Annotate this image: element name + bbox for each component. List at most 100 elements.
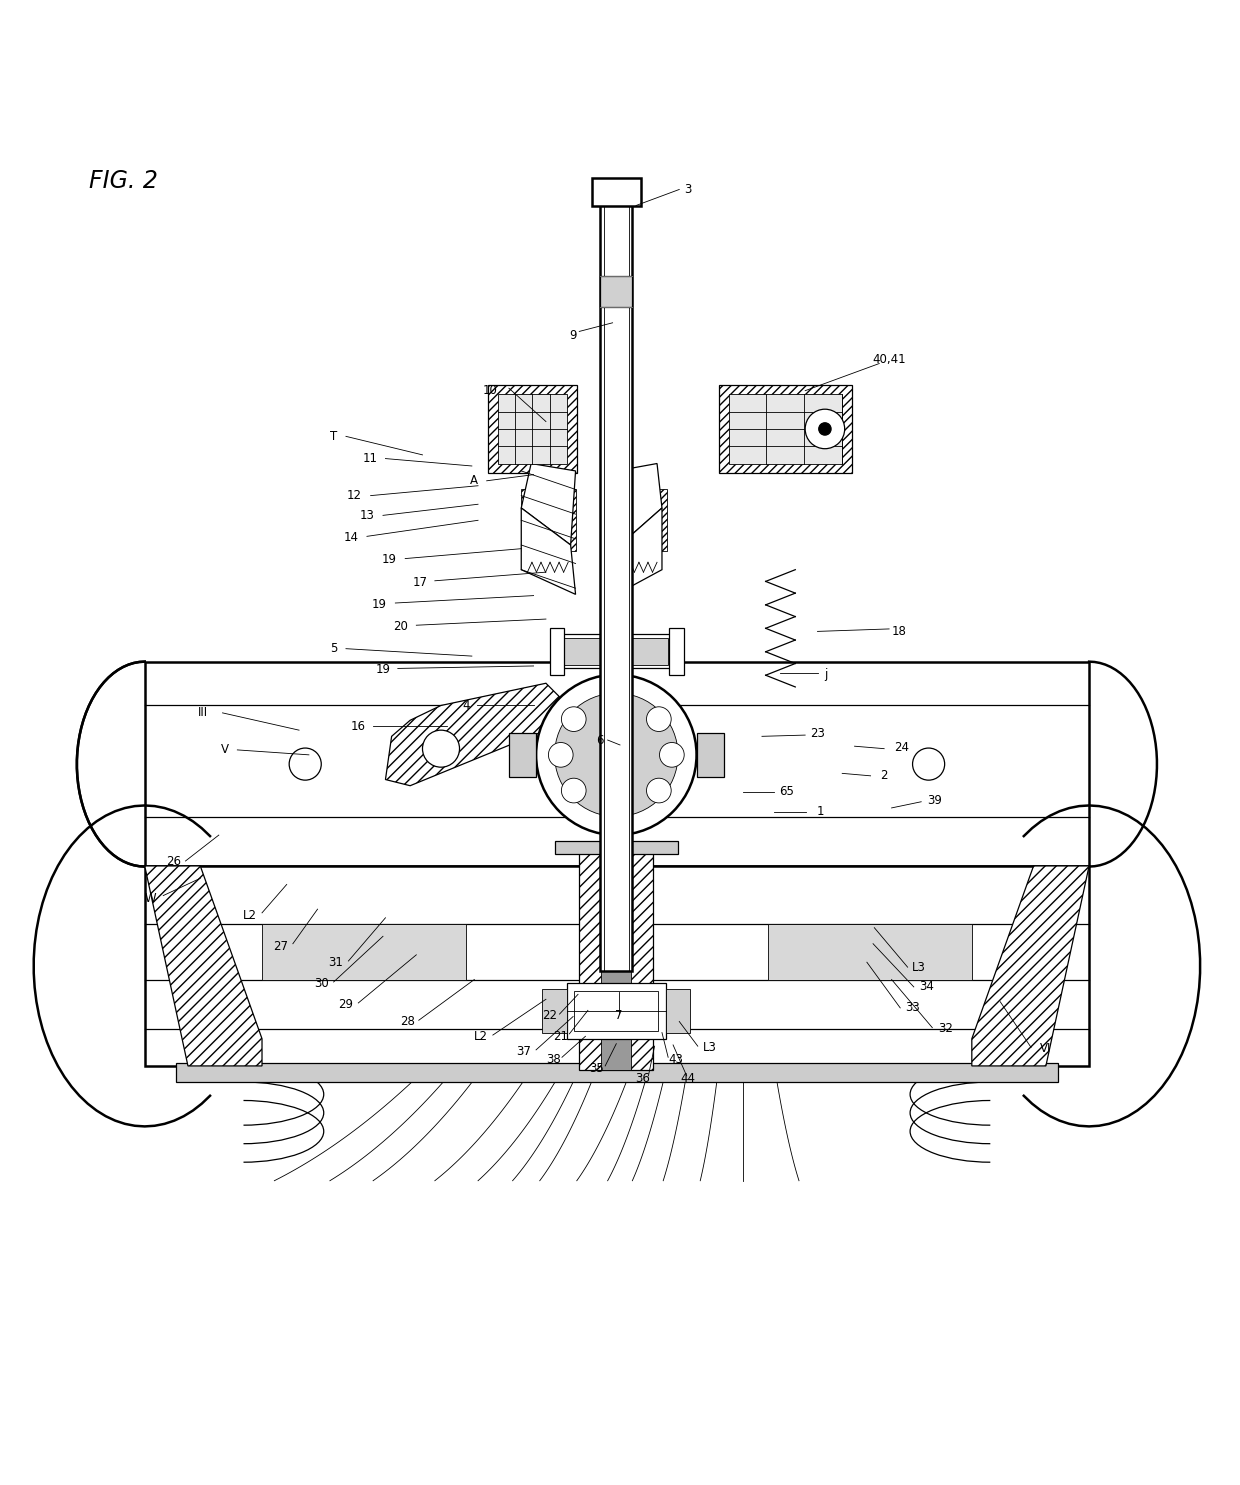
Bar [600, 276, 632, 307]
Text: L2: L2 [474, 1029, 487, 1042]
Bar [145, 817, 1089, 866]
Text: 23: 23 [810, 728, 825, 741]
Text: 33: 33 [905, 1001, 920, 1014]
Text: 35: 35 [589, 1062, 604, 1075]
Circle shape [805, 410, 844, 448]
Text: 11: 11 [363, 451, 378, 465]
Polygon shape [616, 463, 662, 545]
Bar [600, 190, 632, 971]
Text: 20: 20 [393, 619, 408, 633]
Bar [542, 989, 567, 1032]
Bar [497, 395, 567, 463]
Text: 2: 2 [880, 769, 888, 783]
Text: 22: 22 [542, 1008, 557, 1022]
Circle shape [646, 778, 671, 803]
Text: L3: L3 [911, 961, 926, 974]
Bar [145, 705, 262, 817]
Text: 13: 13 [360, 509, 374, 521]
Bar [487, 385, 577, 474]
Text: 43: 43 [668, 1053, 683, 1066]
Bar [567, 983, 666, 1040]
Polygon shape [972, 866, 1089, 1066]
Bar [972, 705, 1089, 817]
Bar [145, 662, 1089, 705]
Bar [508, 732, 536, 777]
Text: 7: 7 [615, 1008, 622, 1022]
Text: 5: 5 [330, 642, 337, 655]
Text: 19: 19 [382, 554, 397, 566]
Text: 18: 18 [892, 625, 906, 639]
Text: 26: 26 [166, 854, 181, 867]
Bar [719, 385, 852, 474]
Circle shape [536, 674, 697, 835]
Text: 38: 38 [546, 1053, 560, 1066]
Text: 19: 19 [372, 598, 387, 610]
Circle shape [289, 748, 321, 780]
Text: 65: 65 [779, 786, 794, 799]
Text: 39: 39 [928, 794, 942, 806]
Bar [601, 848, 631, 1069]
Text: III: III [197, 707, 208, 719]
Bar [591, 178, 641, 205]
Text: 19: 19 [376, 664, 391, 676]
Text: 4: 4 [463, 699, 470, 711]
Text: A: A [470, 474, 479, 487]
Circle shape [818, 423, 831, 435]
Text: 30: 30 [314, 977, 329, 989]
Bar [697, 732, 724, 777]
Text: 6: 6 [596, 734, 604, 747]
Bar [176, 1063, 1058, 1083]
Text: j: j [825, 668, 828, 682]
Text: 17: 17 [413, 576, 428, 588]
Text: 37: 37 [516, 1044, 531, 1057]
Text: V: V [221, 744, 229, 756]
Circle shape [562, 778, 587, 803]
Polygon shape [145, 866, 262, 1066]
Circle shape [548, 742, 573, 768]
Bar [564, 637, 668, 665]
Bar [579, 848, 653, 1069]
Circle shape [660, 742, 684, 768]
Bar [521, 490, 575, 551]
Text: 40,41: 40,41 [872, 353, 906, 367]
Text: 29: 29 [339, 998, 353, 1011]
Bar [145, 662, 1089, 866]
Polygon shape [616, 508, 662, 594]
Bar [145, 866, 1089, 1066]
Text: 31: 31 [329, 956, 343, 968]
Circle shape [646, 707, 671, 732]
Text: 36: 36 [635, 1072, 650, 1084]
Circle shape [913, 748, 945, 780]
Text: 28: 28 [401, 1014, 415, 1028]
Text: L3: L3 [703, 1041, 717, 1054]
Bar [554, 842, 678, 854]
Polygon shape [521, 463, 575, 545]
Text: 16: 16 [351, 720, 366, 734]
Bar [670, 628, 684, 674]
Text: 21: 21 [553, 1029, 568, 1042]
Bar [601, 662, 631, 848]
Bar [262, 924, 466, 980]
Text: 9: 9 [569, 328, 577, 342]
Bar [729, 395, 842, 463]
Circle shape [562, 707, 587, 732]
Bar [560, 634, 672, 668]
Text: W: W [145, 891, 156, 904]
Bar [666, 989, 691, 1032]
Text: 14: 14 [343, 532, 358, 544]
Text: 3: 3 [684, 183, 692, 196]
Text: 24: 24 [894, 741, 909, 754]
Text: L2: L2 [243, 909, 257, 922]
Bar [145, 866, 1089, 1066]
Text: 1: 1 [816, 805, 823, 818]
Text: VI: VI [1040, 1042, 1052, 1056]
Bar [613, 490, 667, 551]
Text: 34: 34 [919, 980, 934, 993]
Bar [574, 990, 658, 1032]
Circle shape [554, 693, 678, 817]
Circle shape [423, 731, 460, 768]
Bar [549, 628, 564, 674]
Text: T: T [330, 429, 337, 443]
Bar [768, 924, 972, 980]
Text: 10: 10 [482, 385, 497, 396]
